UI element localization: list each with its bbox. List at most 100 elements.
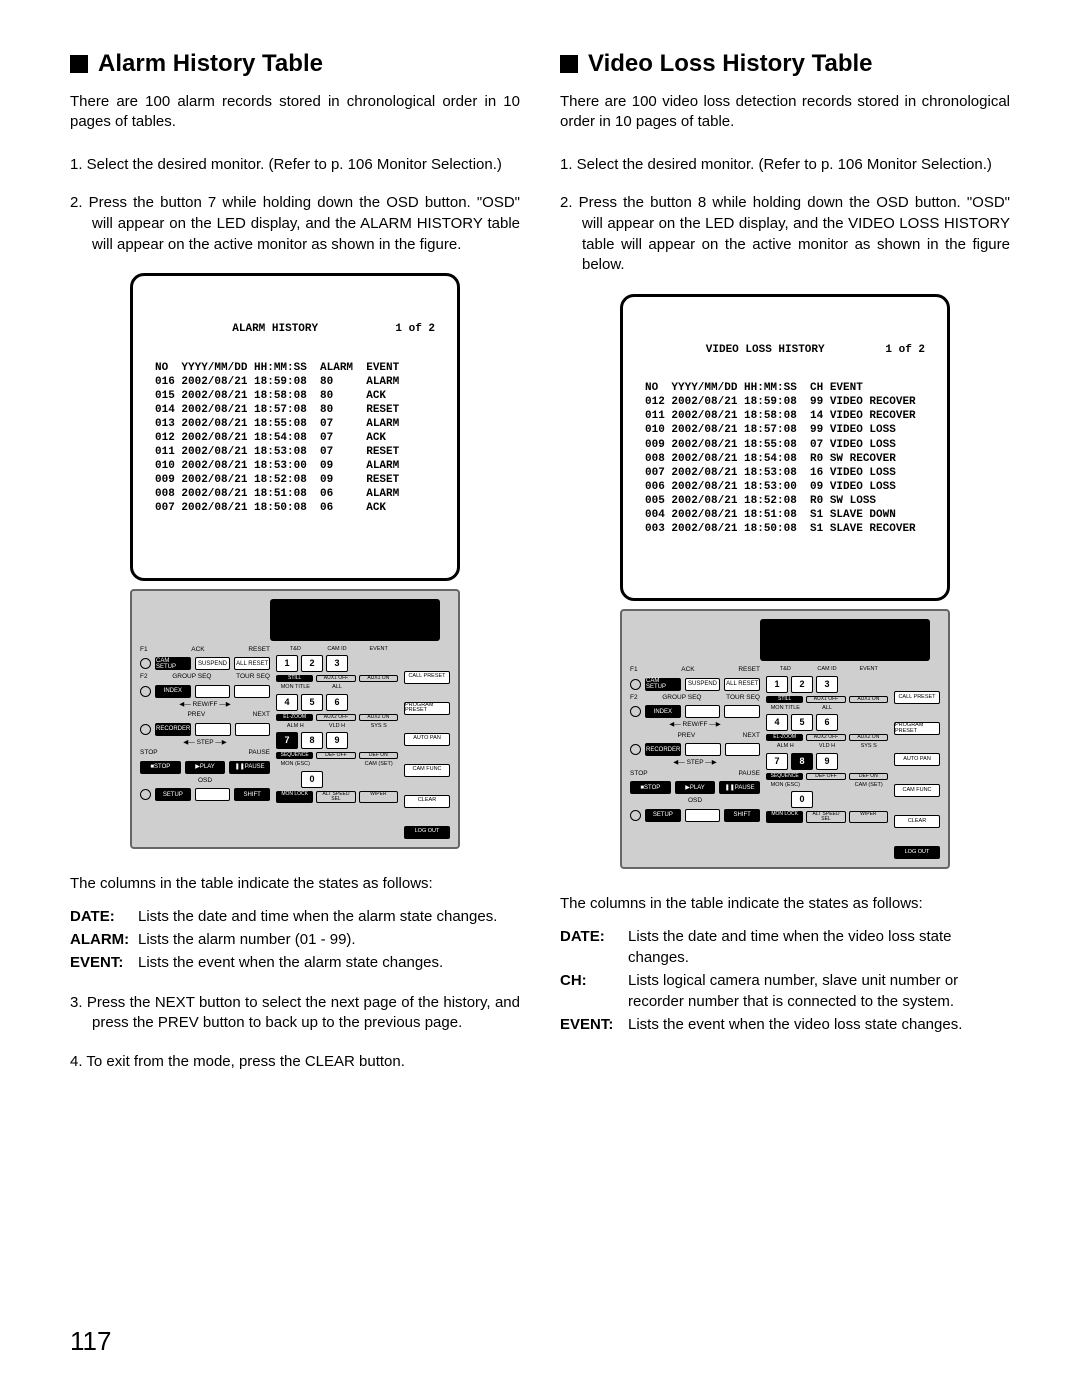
keypad-button-0[interactable]: 0 xyxy=(301,771,323,788)
def-term: DATE: xyxy=(70,906,138,927)
alarm-table-header: NO YYYY/MM/DD HH:MM:SS ALARM EVENT xyxy=(155,361,435,375)
ctrl-button[interactable] xyxy=(685,809,721,822)
keypad-sublabel: SEQUENCE xyxy=(766,773,803,780)
side-button[interactable]: AUTO PAN xyxy=(404,733,450,746)
ctrl-button[interactable] xyxy=(725,743,760,756)
def-desc: Lists the event when the alarm state cha… xyxy=(138,952,520,973)
keypad-button-4[interactable]: 4 xyxy=(766,714,788,731)
left-title: Alarm History Table xyxy=(70,50,520,78)
ctrl-button[interactable]: SETUP xyxy=(645,809,681,822)
vloss-table-title: VIDEO LOSS HISTORY xyxy=(645,343,885,357)
keypad-button-8[interactable]: 8 xyxy=(301,732,323,749)
side-button[interactable]: LOG OUT xyxy=(894,846,940,859)
keypad-button-6[interactable]: 6 xyxy=(326,694,348,711)
ctrl-button[interactable]: CAM SETUP xyxy=(645,678,681,691)
side-button[interactable]: AUTO PAN xyxy=(894,753,940,766)
keypad-button-7[interactable]: 7 xyxy=(276,732,298,749)
ctrl-button[interactable] xyxy=(685,705,721,718)
ctrl-label: F1 xyxy=(140,647,148,654)
knob-icon[interactable] xyxy=(140,658,151,669)
keypad-sublabel: MON LOCK xyxy=(766,811,803,823)
keypad-label xyxy=(318,762,357,768)
knob-icon[interactable] xyxy=(140,686,151,697)
ctrl-label: RESET xyxy=(248,647,270,654)
keypad-button-7[interactable]: 7 xyxy=(766,753,788,770)
keypad-label: MON (ESC) xyxy=(766,783,805,789)
ctrl-button[interactable]: INDEX xyxy=(155,685,191,698)
table-row: 008 2002/08/21 18:54:08 R0 SW RECOVER xyxy=(645,452,925,466)
ctrl-button[interactable]: SETUP xyxy=(155,788,191,801)
side-button[interactable]: CLEAR xyxy=(404,795,450,808)
side-button[interactable]: CAM FUNC xyxy=(894,784,940,797)
table-row: 008 2002/08/21 18:51:08 06 ALARM xyxy=(155,487,435,501)
keypad-sublabel: DEF OFF xyxy=(316,752,355,759)
side-button[interactable]: PROGRAM PRESET xyxy=(404,702,450,715)
keypad-button-0[interactable]: 0 xyxy=(791,791,813,808)
ctrl-button[interactable] xyxy=(195,685,231,698)
keypad-sublabel: AUX1 OFF xyxy=(806,696,845,703)
keypad-button-3[interactable]: 3 xyxy=(816,676,838,693)
keypad-button-1[interactable]: 1 xyxy=(766,676,788,693)
ctrl-button[interactable]: ❚❚PAUSE xyxy=(229,761,270,774)
ctrl-button[interactable] xyxy=(195,723,230,736)
knob-icon[interactable] xyxy=(140,724,151,735)
controller-display xyxy=(270,599,440,641)
ctrl-button[interactable] xyxy=(685,743,720,756)
keypad-button-4[interactable]: 4 xyxy=(276,694,298,711)
keypad-sublabel: ALT SPEED SEL xyxy=(806,811,845,823)
ctrl-button[interactable]: ■STOP xyxy=(140,761,181,774)
keypad-button-2[interactable]: 2 xyxy=(791,676,813,693)
knob-icon[interactable] xyxy=(630,706,641,717)
keypad-button-5[interactable]: 5 xyxy=(301,694,323,711)
ctrl-button[interactable]: CAM SETUP xyxy=(155,657,191,670)
ctrl-button[interactable]: ▶PLAY xyxy=(675,781,716,794)
keypad-sublabel: SEQUENCE xyxy=(276,752,313,759)
ctrl-label: GROUP SEQ xyxy=(662,695,701,702)
ctrl-button[interactable] xyxy=(724,705,760,718)
keypad-button-5[interactable]: 5 xyxy=(791,714,813,731)
ctrl-button[interactable] xyxy=(195,788,231,801)
ctrl-button[interactable]: ❚❚PAUSE xyxy=(719,781,760,794)
ctrl-button[interactable]: RECORDER xyxy=(645,743,681,756)
keypad-button-9[interactable]: 9 xyxy=(326,732,348,749)
ctrl-button[interactable]: INDEX xyxy=(645,705,681,718)
keypad-button-1[interactable]: 1 xyxy=(276,655,298,672)
keypad-sublabel: MON LOCK xyxy=(276,791,313,803)
knob-icon[interactable] xyxy=(140,789,151,800)
knob-icon[interactable] xyxy=(630,744,641,755)
ctrl-button[interactable] xyxy=(234,685,270,698)
ctrl-label: NEXT xyxy=(743,733,760,740)
ctrl-button[interactable]: RECORDER xyxy=(155,723,191,736)
side-button[interactable]: LOG OUT xyxy=(404,826,450,839)
bullet-icon xyxy=(560,55,578,73)
keypad-button-3[interactable]: 3 xyxy=(326,655,348,672)
knob-icon[interactable] xyxy=(630,810,641,821)
keypad-label: ALM H xyxy=(276,724,315,730)
side-button[interactable]: CAM FUNC xyxy=(404,764,450,777)
keypad-button-8[interactable]: 8 xyxy=(791,753,813,770)
ctrl-button[interactable]: SUSPEND xyxy=(195,657,231,670)
ctrl-button[interactable]: SHIFT xyxy=(234,788,270,801)
keypad-button-2[interactable]: 2 xyxy=(301,655,323,672)
ctrl-label: PREV xyxy=(677,733,695,740)
keypad-button-6[interactable]: 6 xyxy=(816,714,838,731)
controller-panel: F1ACKRESETCAM SETUPSUSPENDALL RESETF2GRO… xyxy=(620,609,950,869)
def-term: CH: xyxy=(560,970,628,1012)
ctrl-button[interactable]: ALL RESET xyxy=(724,678,760,691)
ctrl-button[interactable]: ▶PLAY xyxy=(185,761,226,774)
ctrl-button[interactable]: SUSPEND xyxy=(685,678,721,691)
keypad-button-9[interactable]: 9 xyxy=(816,753,838,770)
keypad-sublabel: AUX1 ON xyxy=(849,696,888,703)
side-button[interactable]: CALL PRESET xyxy=(404,671,450,684)
left-step-2: 2. Press the button 7 while holding down… xyxy=(70,193,520,255)
side-button[interactable]: CLEAR xyxy=(894,815,940,828)
side-button[interactable]: CALL PRESET xyxy=(894,691,940,704)
side-button[interactable]: PROGRAM PRESET xyxy=(894,722,940,735)
table-row: 007 2002/08/21 18:50:08 06 ACK xyxy=(155,501,435,515)
ctrl-button[interactable]: ■STOP xyxy=(630,781,671,794)
ctrl-button[interactable] xyxy=(235,723,270,736)
ctrl-button[interactable]: ALL RESET xyxy=(234,657,270,670)
keypad-label: CAM (SET) xyxy=(849,783,888,789)
ctrl-button[interactable]: SHIFT xyxy=(724,809,760,822)
knob-icon[interactable] xyxy=(630,679,641,690)
